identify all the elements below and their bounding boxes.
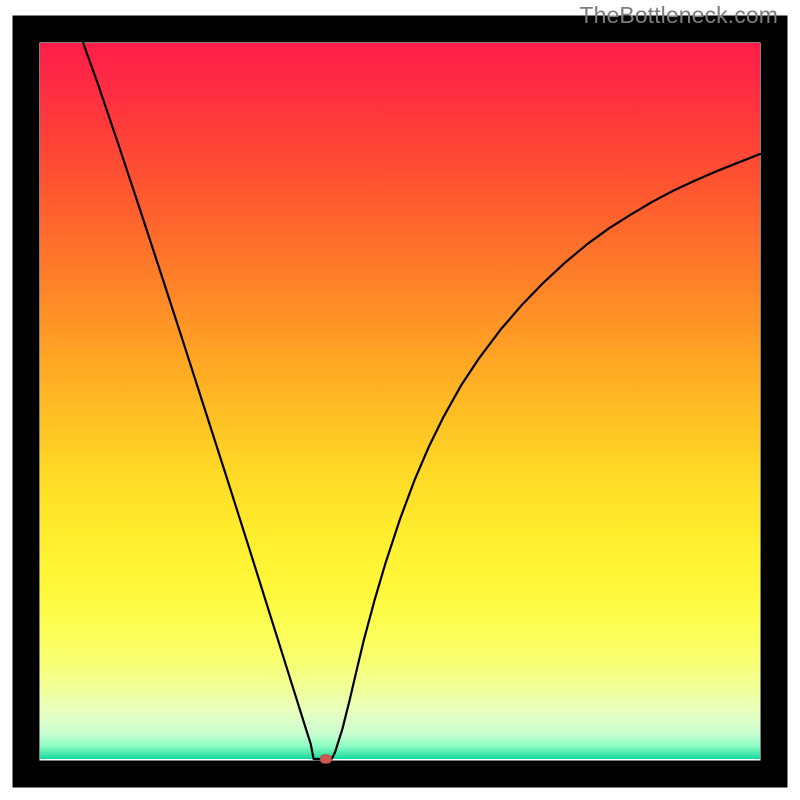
bottleneck-chart <box>0 0 800 800</box>
plot-gradient-fill <box>40 43 760 759</box>
chart-frame: TheBottleneck.com <box>0 0 800 800</box>
watermark-text: TheBottleneck.com <box>579 2 778 29</box>
optimum-marker <box>320 755 332 764</box>
